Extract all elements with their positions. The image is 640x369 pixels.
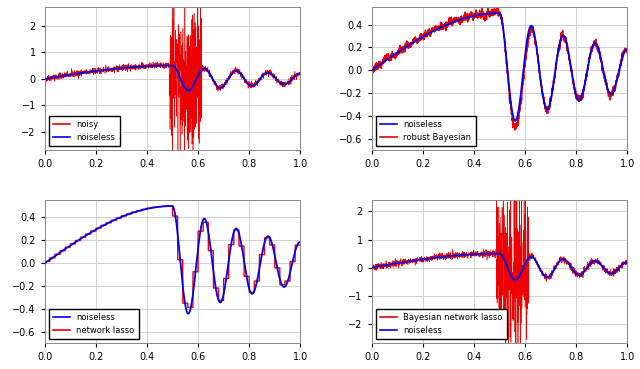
Legend: noisy, noiseless: noisy, noiseless [49, 115, 120, 146]
Legend: noiseless, network lasso: noiseless, network lasso [49, 308, 139, 339]
Legend: Bayesian network lasso, noiseless: Bayesian network lasso, noiseless [376, 308, 507, 339]
Legend: noiseless, robust Bayesian: noiseless, robust Bayesian [376, 115, 476, 146]
